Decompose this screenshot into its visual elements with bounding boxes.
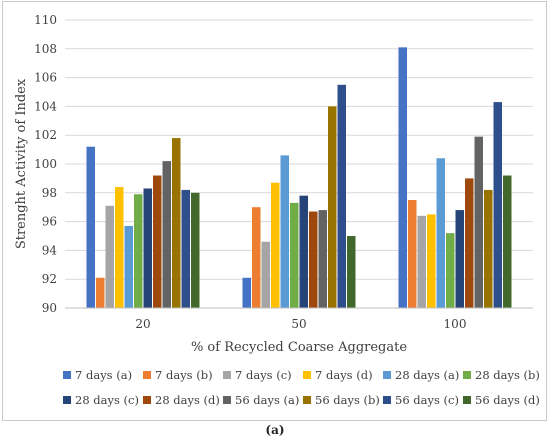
bar [280, 155, 289, 308]
bar [474, 136, 483, 308]
y-axis-title: Strenght Activity of Index [14, 78, 29, 249]
bar [299, 195, 308, 308]
bar [252, 207, 261, 308]
bar [290, 202, 299, 308]
figure-caption: (a) [265, 423, 285, 437]
legend-swatch [223, 396, 231, 404]
y-tick-label: 102 [34, 128, 57, 142]
bar [162, 161, 171, 308]
x-axis-ticks: 20 50 100 [135, 317, 466, 331]
bar [153, 175, 162, 308]
y-tick-label: 110 [34, 13, 57, 27]
legend-swatch [143, 371, 151, 379]
legend-label: 56 days (d) [475, 393, 540, 407]
legend-label: 56 days (a) [235, 393, 299, 407]
legend-label: 56 days (b) [315, 393, 380, 407]
bar [493, 102, 502, 308]
bar [261, 241, 270, 308]
legend-swatch [383, 396, 391, 404]
bar [318, 210, 327, 308]
bar [242, 277, 251, 308]
bar [417, 215, 426, 308]
legend-label: 28 days (d) [155, 393, 220, 407]
legend-label: 7 days (c) [235, 368, 292, 382]
bar [181, 189, 190, 308]
bar [337, 84, 346, 308]
bar [436, 158, 445, 308]
bar [96, 277, 105, 308]
x-tick-label: 100 [444, 317, 467, 331]
bar [484, 189, 493, 308]
bar [124, 225, 133, 308]
bar [465, 178, 474, 308]
legend-swatch [63, 371, 71, 379]
x-tick-label: 20 [135, 317, 150, 331]
y-tick-label: 96 [42, 215, 57, 229]
legend-swatch [223, 371, 231, 379]
bar-chart: 90 92 94 96 98 100 102 104 106 108 110 20 50 100 Str… [14, 13, 540, 407]
bar [503, 175, 512, 308]
legend: 7 days (a) 7 days (b) 7 days (c) 7 days (d)… [63, 368, 540, 407]
legend-label: 28 days (b) [475, 368, 540, 382]
bar [446, 233, 455, 308]
legend-swatch [63, 396, 71, 404]
bar [105, 205, 114, 308]
legend-swatch [463, 396, 471, 404]
bar [86, 146, 95, 308]
legend-swatch [303, 396, 311, 404]
legend-swatch [383, 371, 391, 379]
bar [309, 211, 318, 308]
y-axis-ticks: 90 92 94 96 98 100 102 104 106 108 110 [34, 13, 57, 315]
bars [86, 47, 512, 309]
legend-swatch [463, 371, 471, 379]
x-axis-title: % of Recycled Coarse Aggregate [191, 340, 407, 355]
legend-swatch [303, 371, 311, 379]
legend-label: 7 days (b) [155, 368, 213, 382]
legend-label: 28 days (a) [395, 368, 459, 382]
bar [172, 138, 181, 308]
y-tick-label: 108 [34, 42, 57, 56]
bar [271, 182, 280, 308]
bar [408, 200, 417, 308]
legend-swatch [143, 396, 151, 404]
bar [134, 194, 143, 308]
y-tick-label: 100 [34, 157, 57, 171]
gridlines [65, 19, 533, 280]
y-tick-label: 98 [42, 186, 57, 200]
bar [455, 210, 464, 308]
bar [143, 188, 152, 308]
bar [115, 187, 124, 308]
y-tick-label: 106 [34, 71, 57, 85]
legend-label: 56 days (c) [395, 393, 459, 407]
legend-label: 28 days (c) [75, 393, 139, 407]
y-tick-label: 104 [34, 99, 57, 113]
bar [191, 192, 200, 308]
bar [398, 47, 407, 309]
chart-frame: 90 92 94 96 98 100 102 104 106 108 110 20 50 100 Str… [2, 1, 547, 421]
legend-label: 7 days (d) [315, 368, 373, 382]
legend-label: 7 days (a) [75, 368, 132, 382]
y-tick-label: 90 [42, 301, 57, 315]
bar [427, 214, 436, 308]
y-tick-label: 94 [42, 243, 58, 257]
x-tick-label: 50 [291, 317, 306, 331]
bar [347, 236, 356, 308]
bar [328, 106, 337, 309]
y-tick-label: 92 [42, 272, 57, 286]
